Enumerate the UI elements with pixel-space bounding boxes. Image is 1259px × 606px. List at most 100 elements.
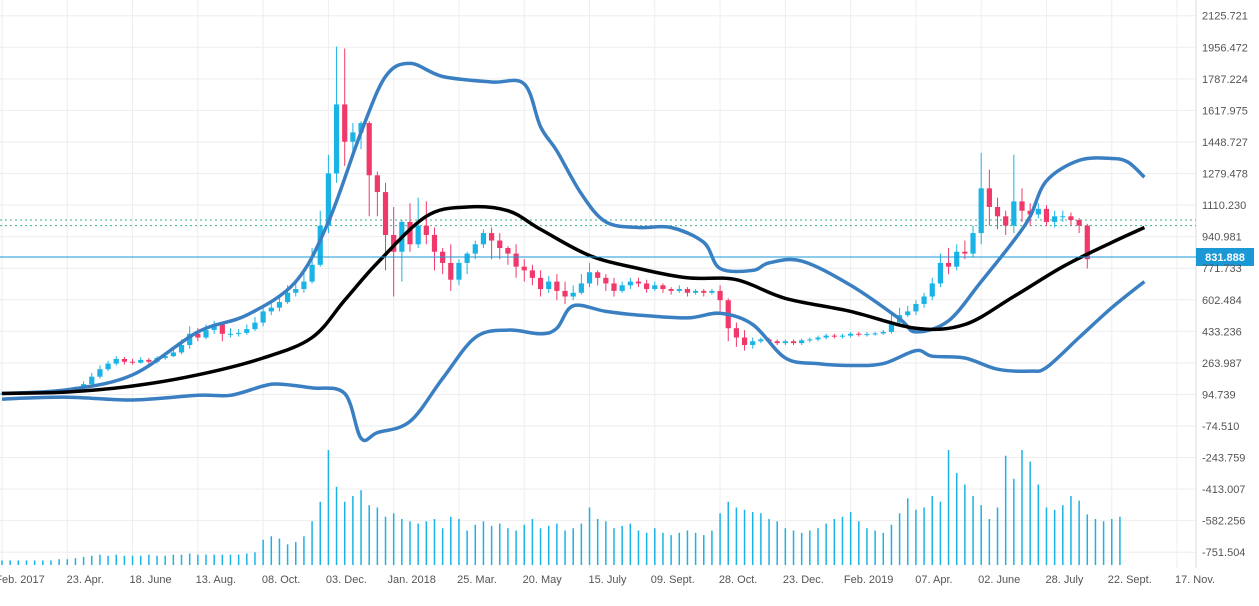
volume-bar (450, 516, 452, 565)
dotted-levels (0, 219, 1196, 227)
volume-bar (229, 554, 232, 565)
volume-bar (197, 554, 199, 565)
volume-bar (621, 525, 623, 565)
candle-down (1084, 225, 1090, 260)
candle-down (121, 358, 127, 362)
volume-bar (1078, 500, 1080, 565)
volume-bar (882, 532, 885, 565)
volume-bar (833, 519, 836, 565)
volume-bar (221, 554, 224, 565)
candle-down (195, 333, 201, 338)
candle-down (684, 289, 691, 293)
candle-up (782, 341, 788, 344)
candle-down (497, 240, 503, 249)
candle-up (260, 311, 266, 323)
moving-average-line (1, 204, 1146, 396)
candle-up (244, 329, 250, 333)
y-tick-label: 1110.230 (1202, 200, 1246, 212)
y-tick-label: 2125.721 (1202, 11, 1248, 23)
volume-bar (1013, 478, 1015, 565)
volume-bar (368, 505, 370, 565)
volume-bar (384, 516, 387, 565)
volume-bar (662, 532, 664, 565)
volume-bar (1053, 509, 1056, 565)
candle-up (799, 340, 805, 344)
volume-bar (401, 519, 403, 565)
volume-bar (115, 554, 117, 565)
volume-bar (645, 532, 648, 565)
candle-down (644, 283, 650, 290)
y-tick-label: 433.236 (1202, 326, 1242, 338)
volume-bar (172, 554, 175, 565)
candle-down (1003, 216, 1009, 226)
volume-bar (654, 528, 656, 565)
x-tick-label: Feb. 2017 (0, 574, 45, 586)
volume-bar (286, 544, 289, 565)
x-tick-label: 08. Oct. (262, 574, 301, 586)
candle-down (342, 104, 348, 142)
x-tick-label: 22. Sept. (1108, 574, 1152, 586)
volume-bar (311, 521, 313, 565)
volume-bar (1111, 519, 1113, 565)
candle-up (227, 333, 234, 335)
candle-down (986, 188, 992, 207)
x-tick-label: 09. Sept. (651, 574, 695, 586)
candle-up (807, 339, 813, 341)
volume-bar (25, 560, 28, 565)
volume-bar (58, 559, 60, 565)
candle-up (848, 333, 854, 336)
volume-bar (295, 542, 297, 565)
candle-down (374, 175, 380, 193)
volume-bar (1004, 455, 1007, 565)
x-tick-label: 18. June (129, 574, 171, 586)
candle-up (350, 132, 356, 142)
candle-up (1035, 208, 1041, 215)
volume-bar (376, 507, 379, 565)
volume-bar (9, 560, 11, 565)
candle-down (595, 272, 601, 278)
candle-up (276, 302, 283, 308)
volume-bar (123, 555, 126, 565)
volume-bar (180, 554, 183, 565)
volume-bar (237, 554, 240, 565)
x-tick-label: 23. Apr. (67, 574, 104, 586)
candle-up (464, 253, 470, 263)
x-tick-label: 03. Dec. (326, 574, 367, 586)
moving-average (1, 204, 1146, 396)
candle-up (162, 356, 168, 359)
y-tick-label: 1448.727 (1202, 137, 1248, 149)
volume-bar (923, 507, 925, 565)
candle-up (750, 341, 756, 345)
y-tick-label: 94.739 (1202, 389, 1236, 401)
volume-bar (319, 501, 321, 565)
volume-bar (931, 496, 933, 565)
volume-bar (74, 558, 77, 565)
candle-up (929, 283, 935, 297)
candle-down (521, 266, 527, 271)
candle-up (113, 358, 119, 364)
candle-up (1052, 216, 1058, 222)
volume-bar (874, 530, 876, 565)
volume-bar (107, 555, 109, 565)
volume-bar (809, 530, 811, 565)
candle-up (619, 285, 625, 291)
candle-up (546, 281, 552, 290)
candle-down (1019, 201, 1025, 211)
candle-down (407, 221, 413, 245)
candle-up (693, 290, 699, 293)
volume-bar (556, 523, 558, 565)
volume-bar (776, 521, 778, 565)
candle-down (1068, 216, 1074, 221)
candle-down (635, 281, 642, 284)
volume-bar (1070, 496, 1072, 565)
volume-bar (156, 555, 158, 565)
y-tick-label: -751.504 (1202, 547, 1245, 559)
volume-bar (947, 450, 950, 565)
y-tick-label: 602.484 (1202, 295, 1242, 307)
volume-bar (409, 521, 411, 565)
volume-bar (547, 525, 550, 565)
volume-bar (164, 555, 166, 565)
volume-bar (768, 519, 770, 565)
volume-bar (825, 523, 827, 565)
